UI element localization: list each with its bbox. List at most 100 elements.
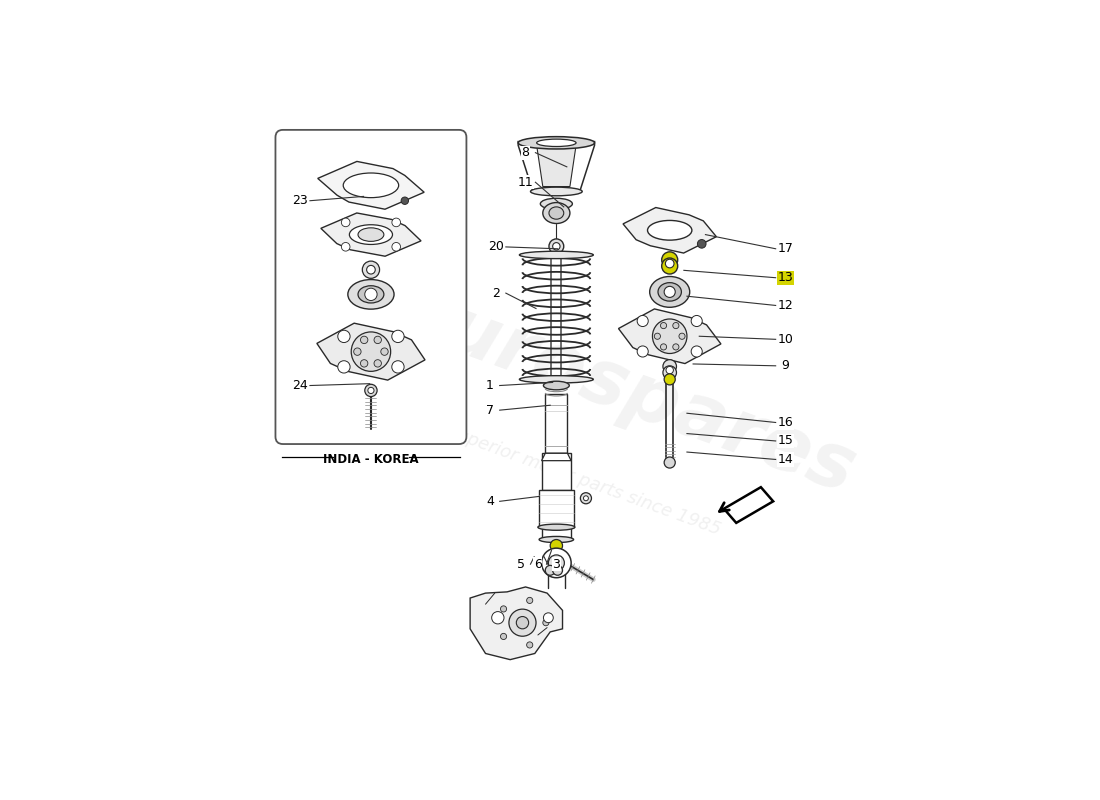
Circle shape (679, 333, 685, 339)
Ellipse shape (549, 207, 563, 219)
Circle shape (666, 259, 674, 268)
Text: 24: 24 (293, 379, 308, 392)
Ellipse shape (542, 202, 570, 223)
Circle shape (666, 366, 673, 374)
Circle shape (660, 344, 667, 350)
Text: 23: 23 (293, 194, 308, 207)
Bar (546, 394, 568, 454)
Circle shape (546, 566, 556, 575)
Circle shape (374, 336, 382, 343)
Text: 15: 15 (778, 434, 793, 447)
Circle shape (673, 344, 679, 350)
Circle shape (362, 261, 380, 278)
Text: 13: 13 (778, 271, 793, 284)
Circle shape (664, 286, 675, 298)
Circle shape (663, 360, 676, 373)
Text: 14: 14 (778, 453, 793, 466)
Circle shape (654, 333, 660, 339)
Circle shape (663, 366, 676, 379)
Circle shape (697, 239, 706, 248)
Circle shape (492, 611, 504, 624)
Ellipse shape (648, 221, 692, 240)
Circle shape (365, 384, 377, 397)
Polygon shape (537, 146, 576, 186)
Ellipse shape (343, 173, 398, 198)
FancyBboxPatch shape (275, 130, 466, 444)
Ellipse shape (530, 187, 582, 196)
Circle shape (365, 288, 377, 301)
Text: 20: 20 (488, 241, 504, 254)
Text: 7: 7 (486, 404, 494, 417)
Circle shape (552, 242, 560, 250)
Text: 2: 2 (492, 286, 499, 300)
Circle shape (662, 258, 678, 274)
Circle shape (381, 348, 388, 355)
Text: 5: 5 (517, 558, 525, 570)
Polygon shape (470, 587, 562, 660)
Circle shape (673, 322, 679, 329)
Ellipse shape (350, 225, 393, 245)
Text: eurospares: eurospares (386, 274, 865, 509)
Circle shape (527, 642, 532, 648)
Text: 16: 16 (778, 416, 793, 429)
Text: a superior motor parts since 1985: a superior motor parts since 1985 (429, 417, 723, 538)
Ellipse shape (543, 382, 570, 390)
Circle shape (548, 555, 564, 571)
Polygon shape (724, 487, 773, 523)
Polygon shape (318, 162, 425, 210)
Polygon shape (541, 454, 571, 461)
Polygon shape (518, 142, 594, 191)
Circle shape (516, 617, 529, 629)
Circle shape (392, 361, 404, 373)
Circle shape (550, 539, 562, 552)
Ellipse shape (519, 376, 593, 383)
Bar (539, 490, 573, 527)
Circle shape (392, 242, 400, 251)
Circle shape (338, 330, 350, 342)
Circle shape (662, 252, 678, 268)
Ellipse shape (658, 282, 681, 301)
Circle shape (660, 322, 667, 329)
Circle shape (392, 218, 400, 226)
Circle shape (581, 493, 592, 504)
Circle shape (637, 315, 648, 326)
Circle shape (637, 346, 648, 357)
Text: 11: 11 (518, 176, 534, 189)
Ellipse shape (540, 198, 572, 210)
Circle shape (354, 348, 361, 355)
Circle shape (652, 319, 686, 354)
Circle shape (500, 634, 507, 639)
Ellipse shape (519, 251, 593, 258)
Ellipse shape (538, 524, 575, 530)
Circle shape (541, 548, 571, 578)
Circle shape (664, 457, 675, 468)
Text: 3: 3 (552, 558, 560, 570)
Polygon shape (317, 323, 425, 380)
Polygon shape (618, 309, 720, 363)
Circle shape (402, 197, 408, 205)
Circle shape (543, 613, 553, 622)
Text: 8: 8 (521, 146, 529, 159)
Ellipse shape (537, 139, 576, 146)
Ellipse shape (539, 537, 573, 542)
Circle shape (691, 346, 702, 357)
Circle shape (664, 374, 675, 385)
Bar (541, 454, 571, 490)
Ellipse shape (358, 286, 384, 303)
Circle shape (361, 336, 367, 343)
Circle shape (527, 598, 532, 603)
Circle shape (500, 606, 507, 612)
Circle shape (341, 218, 350, 226)
Circle shape (351, 332, 390, 371)
Text: 4: 4 (486, 495, 494, 508)
Circle shape (361, 360, 367, 367)
Circle shape (366, 266, 375, 274)
Circle shape (583, 496, 588, 501)
Circle shape (549, 239, 563, 254)
Circle shape (392, 330, 404, 342)
Text: 6: 6 (534, 558, 542, 570)
Ellipse shape (348, 279, 394, 309)
Ellipse shape (518, 137, 594, 149)
Polygon shape (321, 213, 421, 256)
Ellipse shape (650, 277, 690, 307)
